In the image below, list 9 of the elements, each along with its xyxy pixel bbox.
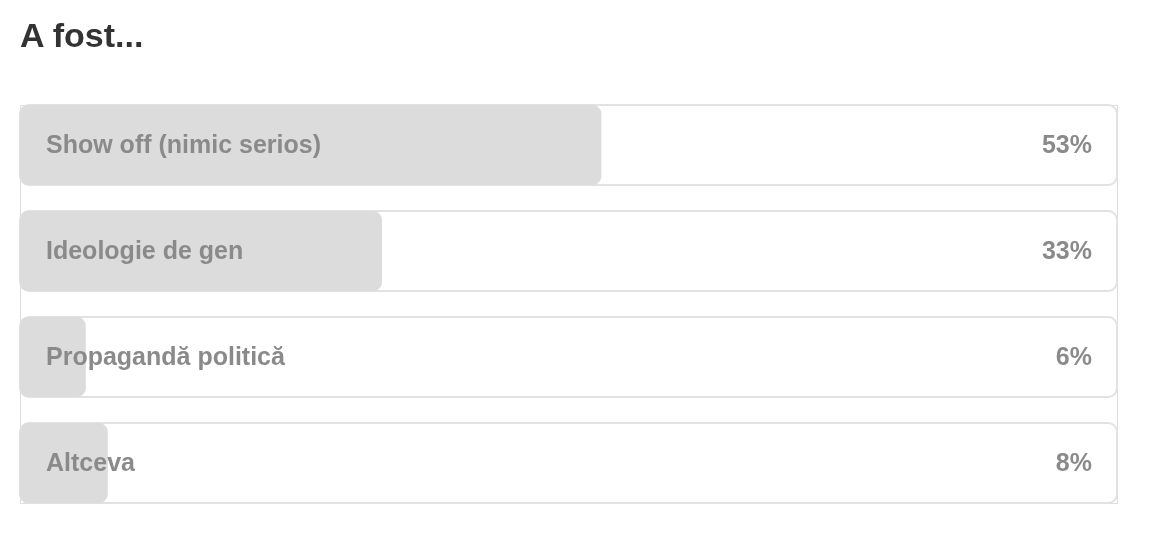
chart-title: A fost... — [20, 16, 144, 54]
y-tick-label: Altceva — [46, 447, 137, 476]
data-label: 6% — [1055, 342, 1092, 370]
y-tick-label: Show off (nimic serios) — [46, 130, 322, 159]
data-label: 33% — [1041, 236, 1092, 264]
y-tick-label: Ideologie de gen — [46, 236, 244, 264]
y-tick-label: Propagandă politică — [46, 342, 287, 370]
data-label: 53% — [1041, 130, 1092, 159]
data-label: 8% — [1055, 447, 1092, 476]
